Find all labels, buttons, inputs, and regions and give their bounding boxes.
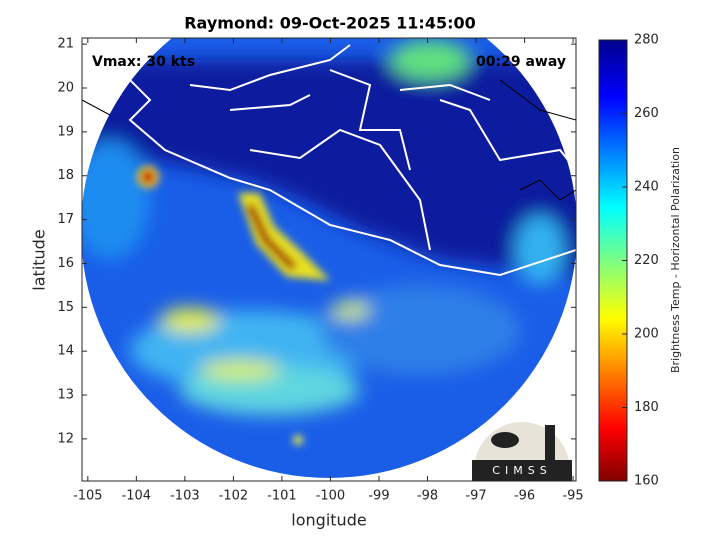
x-axis-label: longitude: [291, 511, 366, 530]
x-tick-label: -98: [417, 489, 438, 504]
plot-frame: [81, 37, 577, 482]
y-tick-label: 12: [57, 431, 74, 446]
y-tick-label: 15: [57, 300, 74, 315]
y-tick-label: 21: [57, 37, 74, 52]
y-axis-label: latitude: [30, 229, 49, 290]
x-tick-label: -100: [316, 489, 346, 504]
x-tick-label: -105: [73, 489, 103, 504]
y-tick-label: 16: [57, 256, 74, 271]
colorbar-tick-label: 160: [634, 474, 659, 489]
y-tick-label: 18: [57, 168, 74, 183]
x-tick-label: -99: [368, 489, 389, 504]
colorbar-tick-label: 240: [634, 180, 659, 195]
x-tick-label: -102: [219, 489, 249, 504]
borders: [82, 79, 576, 201]
x-tick-label: -101: [267, 489, 297, 504]
colorbar-tick-label: 280: [634, 33, 659, 48]
y-tick-label: 19: [57, 124, 74, 139]
x-tick-label: -96: [514, 489, 535, 504]
logo: CIMSS: [472, 422, 572, 481]
x-tick-label: -103: [170, 489, 200, 504]
colorbar-tick-label: 220: [634, 253, 659, 268]
y-tick-label: 14: [57, 344, 74, 359]
logo-text: CIMSS: [492, 464, 551, 477]
colorbar-tick-label: 260: [634, 106, 659, 121]
colorbar-label: Brightness Temp - Horizontal Polarizatio…: [669, 147, 682, 373]
colorbar-tick-label: 180: [634, 400, 659, 415]
satellite-image: [82, 38, 576, 478]
annotation: Vmax: 30 kts: [92, 54, 195, 70]
colorbar-tick-label: 200: [634, 327, 659, 342]
x-tick-label: -97: [465, 489, 486, 504]
y-tick-label: 20: [57, 81, 74, 96]
annotation: 00:29 away: [476, 54, 566, 70]
chart-title: Raymond: 09-Oct-2025 11:45:00: [184, 14, 476, 33]
coastline: [82, 44, 576, 277]
y-tick-label: 13: [57, 388, 74, 403]
y-tick-label: 17: [57, 212, 74, 227]
x-tick-label: -95: [562, 489, 583, 504]
x-tick-label: -104: [122, 489, 152, 504]
